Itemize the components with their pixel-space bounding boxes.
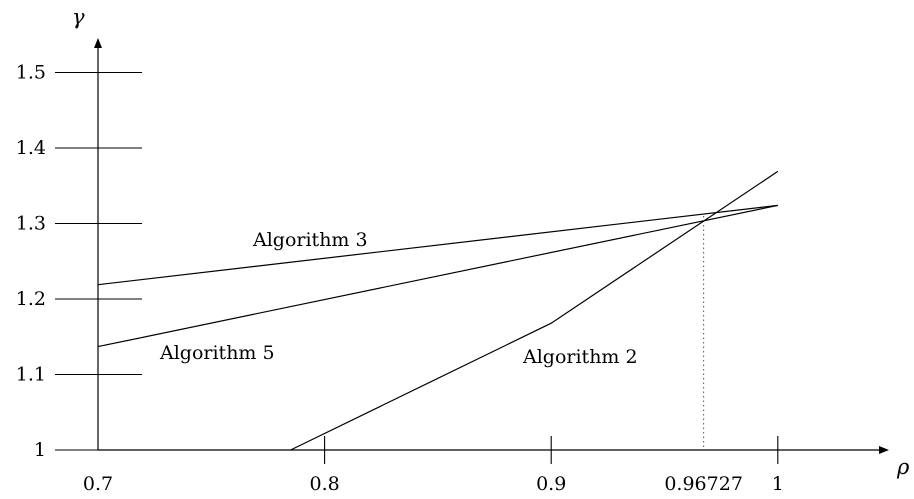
- series-line-2: [97, 204, 778, 348]
- y-ticks: 1 1.1 1.2 1.3 1.4 1.5: [16, 62, 142, 461]
- series-label-algorithm-3: Algorithm 3: [252, 229, 368, 251]
- series-label-algorithm-2: Algorithm 2: [522, 346, 638, 368]
- x-tick-label: 0.96727: [664, 473, 743, 495]
- y-tick-label: 1.1: [16, 364, 46, 386]
- series-line-3: [290, 170, 779, 451]
- y-tick-label: 1.3: [16, 213, 46, 235]
- x-tick-label: 0.9: [536, 473, 566, 495]
- series: [97, 170, 779, 451]
- series-label-algorithm-5: Algorithm 5: [159, 342, 275, 364]
- x-axis-arrow: [879, 446, 889, 454]
- x-ticks: 0.7 0.8 0.9 0.96727 1: [83, 436, 784, 495]
- y-tick-label: 1.2: [16, 288, 46, 310]
- x-axis-label: ρ: [896, 455, 910, 479]
- x-tick-label: 1: [772, 473, 784, 495]
- x-tick-label: 0.7: [83, 473, 113, 495]
- y-axis-arrow: [94, 38, 102, 48]
- y-axis-label: γ: [72, 5, 85, 29]
- y-tick-label: 1.5: [16, 62, 46, 84]
- series-line-1: [97, 204, 778, 286]
- y-tick-label: 1: [34, 439, 46, 461]
- y-tick-label: 1.4: [16, 137, 46, 159]
- x-tick-label: 0.8: [309, 473, 339, 495]
